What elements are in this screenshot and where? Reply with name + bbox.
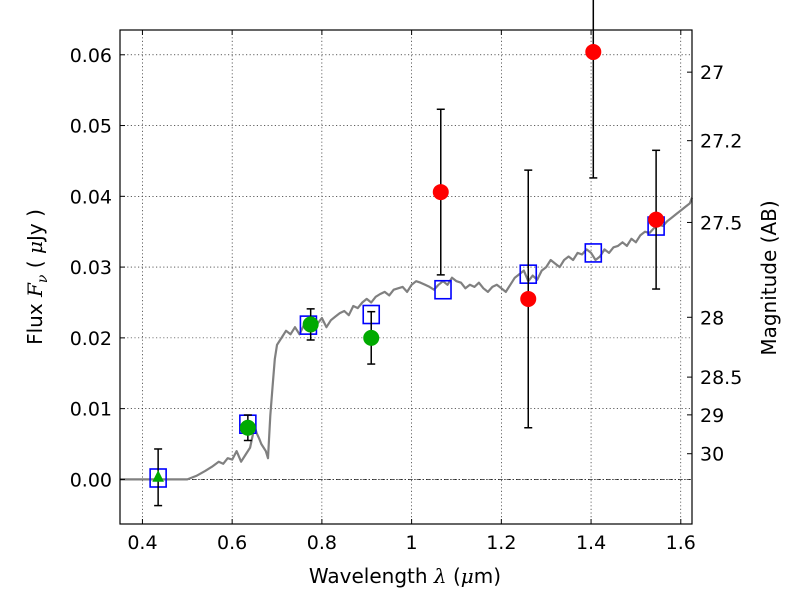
y2-tick-label: 29 xyxy=(700,405,724,427)
model-photometry-square xyxy=(434,279,452,300)
y-tick-label: 0.00 xyxy=(70,469,112,491)
y2-tick-label: 27 xyxy=(700,62,724,84)
model-spectrum-line xyxy=(120,197,694,481)
y-tick-label: 0.01 xyxy=(70,399,112,421)
x-tick-label: 0.6 xyxy=(217,532,247,554)
green-data-point xyxy=(363,329,380,346)
grid xyxy=(120,30,692,524)
y-axis-label: Flux Fν ( μJy ) xyxy=(23,209,51,345)
y-tick-label: 0.02 xyxy=(70,328,112,350)
y-tick-label: 0.03 xyxy=(70,257,112,279)
green-data-point xyxy=(302,316,319,333)
upper-limit-triangle xyxy=(152,470,164,482)
ticks: 0.4 0.6 0.8 1 1.2 1.4 1.6 0.00 0.01 0.02 0.03 0.04 0… xyxy=(70,30,742,554)
y-tick-label: 0.06 xyxy=(70,45,112,67)
y2-tick-label: 30 xyxy=(700,444,724,466)
green-data-point xyxy=(239,419,256,436)
y2-tick-label: 28 xyxy=(700,307,724,329)
red-data-point xyxy=(648,211,665,228)
y2-axis-label: Magnitude (AB) xyxy=(757,200,781,355)
y-tick-label: 0.04 xyxy=(70,186,112,208)
y2-tick-label: 27.5 xyxy=(700,212,742,234)
y2-tick-label: 27.2 xyxy=(700,131,742,153)
red-data-point xyxy=(520,290,537,307)
x-axis-label: Wavelength λ (μm) xyxy=(309,564,501,588)
x-tick-label: 1.2 xyxy=(486,532,516,554)
red-data-point xyxy=(432,184,449,201)
x-tick-label: 1 xyxy=(406,532,418,554)
data-layer xyxy=(120,0,694,507)
x-tick-label: 0.4 xyxy=(127,532,157,554)
x-tick-label: 1.6 xyxy=(666,532,696,554)
y-tick-label: 0.05 xyxy=(70,116,112,138)
plot-frame xyxy=(119,29,693,525)
red-data-point xyxy=(585,43,602,60)
x-tick-label: 0.8 xyxy=(307,532,337,554)
y2-tick-label: 28.5 xyxy=(700,367,742,389)
x-tick-label: 1.4 xyxy=(576,532,606,554)
model-photometry-square xyxy=(584,243,603,263)
